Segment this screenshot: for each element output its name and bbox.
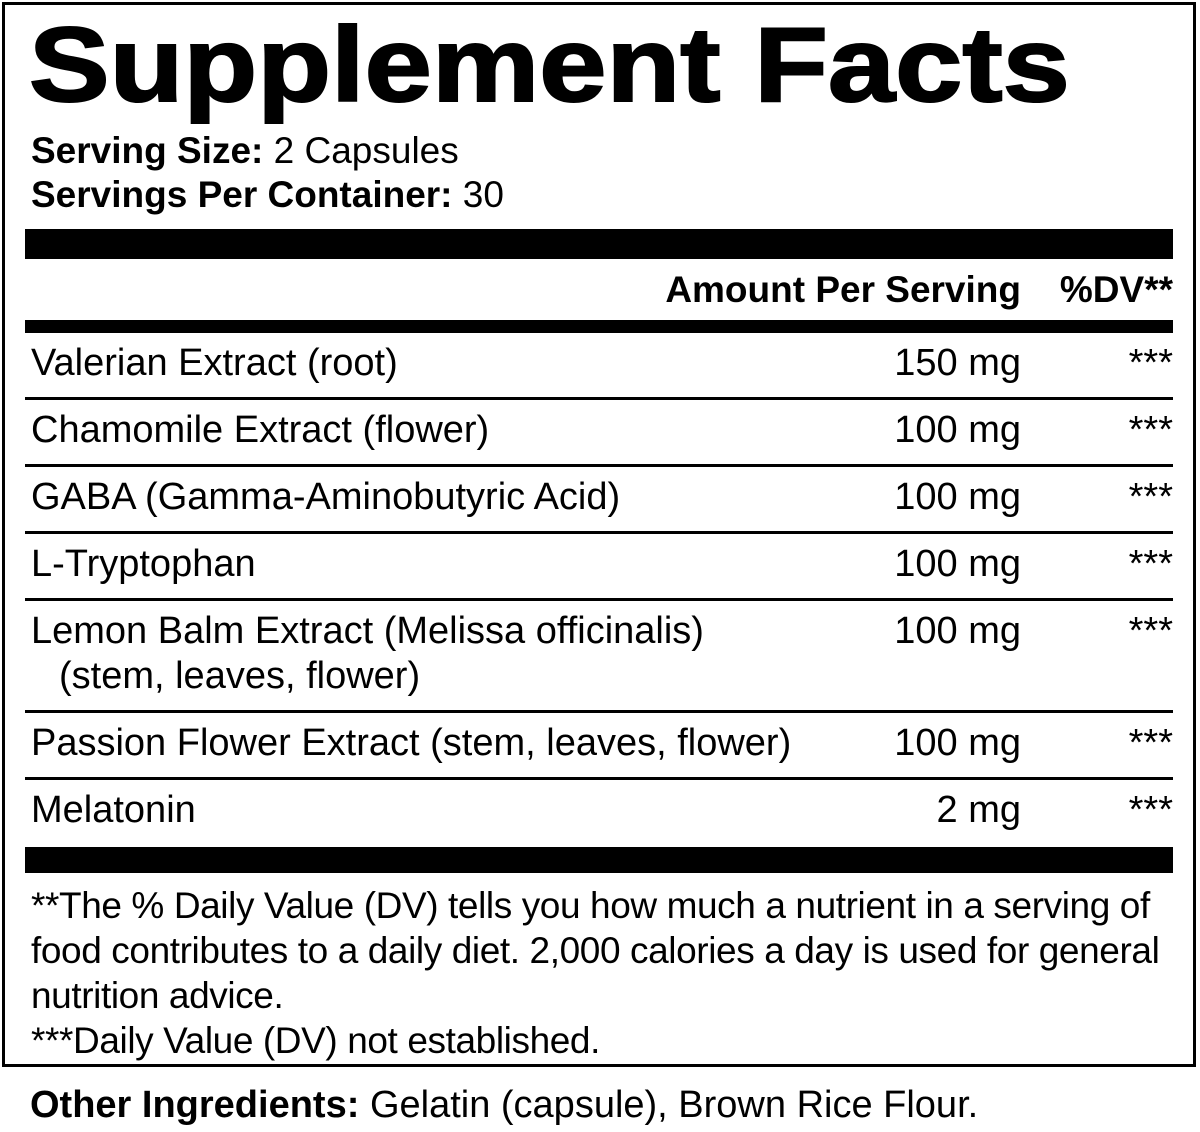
ingredient-name: L-Tryptophan [25, 542, 874, 587]
divider-thick-top [25, 229, 1173, 259]
percent-dv-header: %DV** [1059, 268, 1173, 310]
ingredient-amount: 100 mg [894, 476, 1021, 518]
table-row: GABA (Gamma-Aminobutyric Acid) 100 mg **… [25, 464, 1173, 531]
other-ingredients-value: Gelatin (capsule), Brown Rice Flour. [369, 1084, 979, 1126]
ingredient-name-text: Passion Flower Extract (stem, leaves, fl… [31, 722, 792, 764]
ingredient-amount: 100 mg [894, 722, 1021, 764]
ingredient-dv: *** [1128, 342, 1173, 384]
table-row: Chamomile Extract (flower) 100 mg *** [25, 397, 1173, 464]
ingredient-name: GABA (Gamma-Aminobutyric Acid) [25, 475, 874, 520]
ingredient-name: Passion Flower Extract (stem, leaves, fl… [25, 721, 874, 766]
supplement-facts-panel: Supplement Facts Serving Size: 2 Capsule… [2, 2, 1196, 1067]
ingredient-name-text: Melatonin [31, 789, 196, 831]
ingredient-table: Valerian Extract (root) 150 mg *** Chamo… [25, 333, 1173, 844]
table-row: L-Tryptophan 100 mg *** [25, 531, 1173, 598]
ingredient-dv: *** [1128, 409, 1173, 451]
table-header-row: Amount Per Serving %DV** [25, 259, 1173, 320]
footnotes: **The % Daily Value (DV) tells you how m… [31, 883, 1173, 1063]
ingredient-name-text: Lemon Balm Extract (Melissa officinalis) [31, 610, 704, 652]
ingredient-amount: 150 mg [894, 342, 1021, 384]
daily-value-footnote: **The % Daily Value (DV) tells you how m… [31, 885, 1160, 1016]
ingredient-dv: *** [1128, 476, 1173, 518]
other-ingredients-label: Other Ingredients: [30, 1084, 360, 1126]
ingredient-name: Lemon Balm Extract (Melissa officinalis)… [25, 609, 874, 699]
ingredient-name-text: L-Tryptophan [31, 543, 256, 585]
ingredient-dv: *** [1128, 543, 1173, 585]
ingredient-name-text: GABA (Gamma-Aminobutyric Acid) [31, 476, 621, 518]
ingredient-dv: *** [1128, 722, 1173, 764]
ingredient-dv: *** [1128, 789, 1173, 831]
ingredient-dv: *** [1128, 610, 1173, 652]
table-row: Melatonin 2 mg *** [25, 777, 1173, 844]
ingredient-amount: 2 mg [936, 789, 1021, 831]
serving-size-label: Serving Size: [31, 130, 264, 171]
ingredient-amount: 100 mg [894, 543, 1021, 585]
servings-per-container-line: Servings Per Container: 30 [31, 173, 1173, 217]
serving-size-value: 2 Capsules [273, 130, 459, 171]
table-row: Lemon Balm Extract (Melissa officinalis)… [25, 598, 1173, 710]
ingredient-name-subtext: (stem, leaves, flower) [59, 655, 421, 697]
servings-per-container-label: Servings Per Container: [31, 174, 453, 215]
ingredient-amount: 100 mg [894, 610, 1021, 652]
serving-info: Serving Size: 2 Capsules Servings Per Co… [31, 129, 1173, 217]
ingredient-name: Melatonin [25, 788, 917, 833]
divider-medium [25, 320, 1173, 333]
divider-thick-bottom [25, 847, 1173, 873]
serving-size-line: Serving Size: 2 Capsules [31, 129, 1173, 173]
not-established-footnote: ***Daily Value (DV) not established. [31, 1020, 600, 1061]
ingredient-name: Chamomile Extract (flower) [25, 408, 874, 453]
ingredient-name-text: Chamomile Extract (flower) [31, 409, 490, 451]
table-row: Valerian Extract (root) 150 mg *** [25, 333, 1173, 397]
ingredient-amount: 100 mg [894, 409, 1021, 451]
ingredient-name: Valerian Extract (root) [25, 341, 874, 386]
table-row: Passion Flower Extract (stem, leaves, fl… [25, 710, 1173, 777]
panel-title: Supplement Facts [28, 6, 1071, 124]
servings-per-container-value: 30 [462, 174, 504, 215]
other-ingredients: Other Ingredients: Gelatin (capsule), Br… [30, 1083, 1200, 1128]
amount-per-serving-header: Amount Per Serving [665, 268, 1021, 310]
ingredient-name-text: Valerian Extract (root) [31, 342, 398, 384]
